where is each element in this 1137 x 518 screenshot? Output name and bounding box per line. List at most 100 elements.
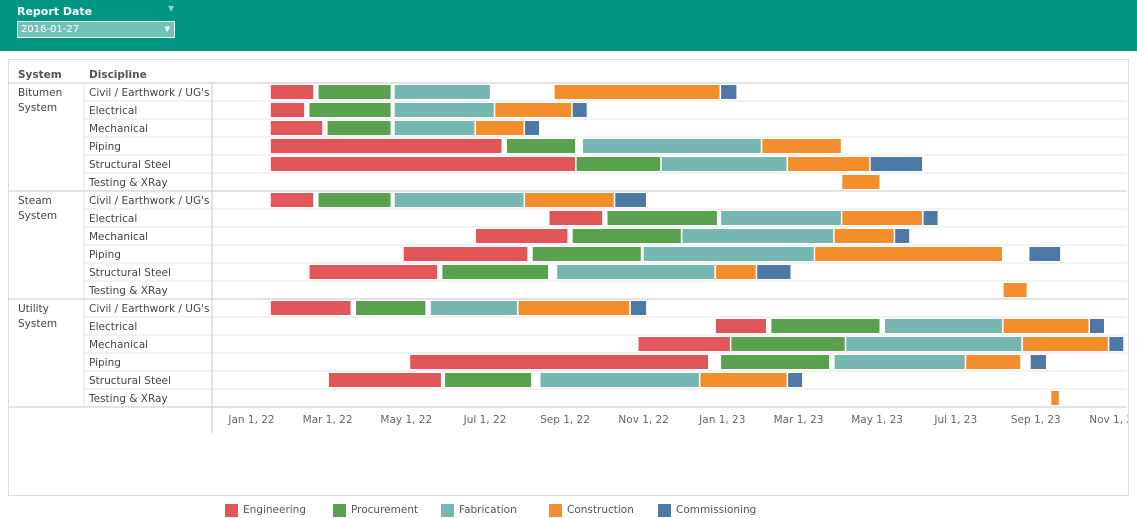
gantt-bar-procurement [442, 265, 548, 279]
gantt-bar-construction [525, 193, 614, 207]
gantt-bar-engineering [328, 373, 441, 387]
discipline-column-header: Discipline [89, 69, 147, 81]
gantt-bar-procurement [318, 193, 391, 207]
gantt-bar-fabrication [540, 373, 699, 387]
gantt-bar-construction [476, 121, 524, 135]
gantt-bar-commissioning [721, 85, 737, 99]
report-date-select[interactable]: 2016-01-27 ▼ [17, 21, 175, 38]
gantt-bar-commissioning [870, 157, 923, 171]
gantt-bar-engineering [403, 247, 528, 261]
x-tick-label: May 1, 23 [851, 414, 903, 426]
system-column-header: System [18, 69, 62, 81]
gantt-bar-engineering [476, 229, 568, 243]
gantt-bar-commissioning [572, 103, 587, 117]
gantt-bar-fabrication [583, 139, 761, 153]
gantt-bar-commissioning [615, 193, 646, 207]
gantt-bar-engineering [715, 319, 766, 333]
discipline-label: Electrical [89, 213, 137, 225]
gantt-bar-procurement [445, 373, 532, 387]
legend-swatch [658, 504, 671, 517]
system-label: Steam [18, 195, 52, 207]
gantt-bar-construction [495, 103, 572, 117]
gantt-bar-construction [762, 139, 841, 153]
gantt-bar-procurement [356, 301, 426, 315]
gantt-bars [270, 85, 1124, 405]
discipline-label: Piping [89, 357, 121, 369]
gantt-bar-procurement [721, 355, 830, 369]
legend-label: Procurement [351, 504, 419, 516]
gantt-bar-construction [700, 373, 787, 387]
gantt-bar-procurement [607, 211, 717, 225]
discipline-label: Electrical [89, 105, 137, 117]
discipline-label: Civil / Earthwork / UG's [89, 303, 209, 315]
report-date-label: Report Date [17, 5, 93, 18]
discipline-label: Testing & XRay [88, 285, 168, 297]
gantt-bar-commissioning [1109, 337, 1124, 351]
gantt-bar-engineering [270, 85, 314, 99]
system-label: System [18, 210, 57, 222]
x-tick-label: Jan 1, 22 [227, 414, 274, 426]
gantt-bar-construction [842, 175, 880, 189]
filter-header-bar: Report Date ▼ 2016-01-27 ▼ [0, 0, 1137, 51]
discipline-label: Electrical [89, 321, 137, 333]
gantt-bar-engineering [270, 139, 502, 153]
gantt-bar-commissioning [630, 301, 647, 315]
gantt-bar-fabrication [394, 85, 490, 99]
gantt-bar-construction [815, 247, 1002, 261]
gantt-bar-procurement [506, 139, 576, 153]
system-label: System [18, 102, 57, 114]
discipline-label: Structural Steel [89, 267, 171, 279]
x-tick-label: Jan 1, 23 [698, 414, 745, 426]
legend-label: Construction [567, 504, 634, 516]
x-tick-label: Mar 1, 23 [774, 414, 824, 426]
gantt-bar-construction [554, 85, 720, 99]
x-tick-label: Sep 1, 22 [540, 414, 590, 426]
gantt-bar-procurement [771, 319, 880, 333]
discipline-label: Structural Steel [89, 375, 171, 387]
gantt-bar-procurement [572, 229, 681, 243]
gantt-chart: System Discipline Bitumen System Civil / Ear… [9, 69, 1128, 433]
gantt-bar-fabrication [721, 211, 841, 225]
gantt-bar-construction [1022, 337, 1108, 351]
discipline-label: Piping [89, 141, 121, 153]
gantt-bar-fabrication [682, 229, 834, 243]
gantt-bar-engineering [270, 103, 305, 117]
discipline-label: Mechanical [89, 231, 148, 243]
legend-swatch [441, 504, 454, 517]
gantt-chart-panel: System Discipline Bitumen System Civil / Ear… [8, 59, 1129, 517]
discipline-label: Mechanical [89, 339, 148, 351]
system-label: Bitumen [18, 87, 62, 99]
gridlines [9, 82, 1128, 433]
gantt-bar-fabrication [643, 247, 814, 261]
gantt-bar-construction [834, 229, 894, 243]
gantt-bar-procurement [731, 337, 845, 351]
gantt-bar-engineering [638, 337, 730, 351]
discipline-label: Structural Steel [89, 159, 171, 171]
gantt-bar-construction [788, 157, 870, 171]
system-label: Utility [18, 303, 49, 315]
legend-swatch [333, 504, 346, 517]
row-labels: System Discipline Bitumen System Civil / Ear… [18, 69, 209, 405]
chevron-down-icon: ▼ [164, 25, 170, 33]
gantt-bar-construction [1051, 391, 1059, 405]
gantt-bar-fabrication [394, 121, 475, 135]
x-tick-label: May 1, 22 [380, 414, 432, 426]
x-tick-label: Nov 1, 22 [618, 414, 669, 426]
gantt-bar-fabrication [661, 157, 787, 171]
gantt-bar-engineering [270, 121, 323, 135]
filter-menu-icon[interactable]: ▼ [168, 4, 175, 13]
gantt-bar-fabrication [394, 193, 524, 207]
x-axis: Jan 1, 22 Mar 1, 22 May 1, 22 Jul 1, 22 Sep … [227, 414, 1128, 426]
report-date-value: 2016-01-27 [21, 24, 80, 35]
legend-swatch [549, 504, 562, 517]
gantt-bar-procurement [318, 85, 391, 99]
gantt-bar-construction [1003, 319, 1089, 333]
gantt-bar-construction [966, 355, 1021, 369]
gantt-bar-engineering [549, 211, 603, 225]
gantt-bar-commissioning [1030, 355, 1046, 369]
legend-label: Commissioning [676, 504, 757, 516]
gantt-bar-engineering [309, 265, 437, 279]
gantt-bar-fabrication [846, 337, 1022, 351]
legend-label: Fabrication [459, 504, 517, 516]
gantt-bar-engineering [270, 301, 351, 315]
